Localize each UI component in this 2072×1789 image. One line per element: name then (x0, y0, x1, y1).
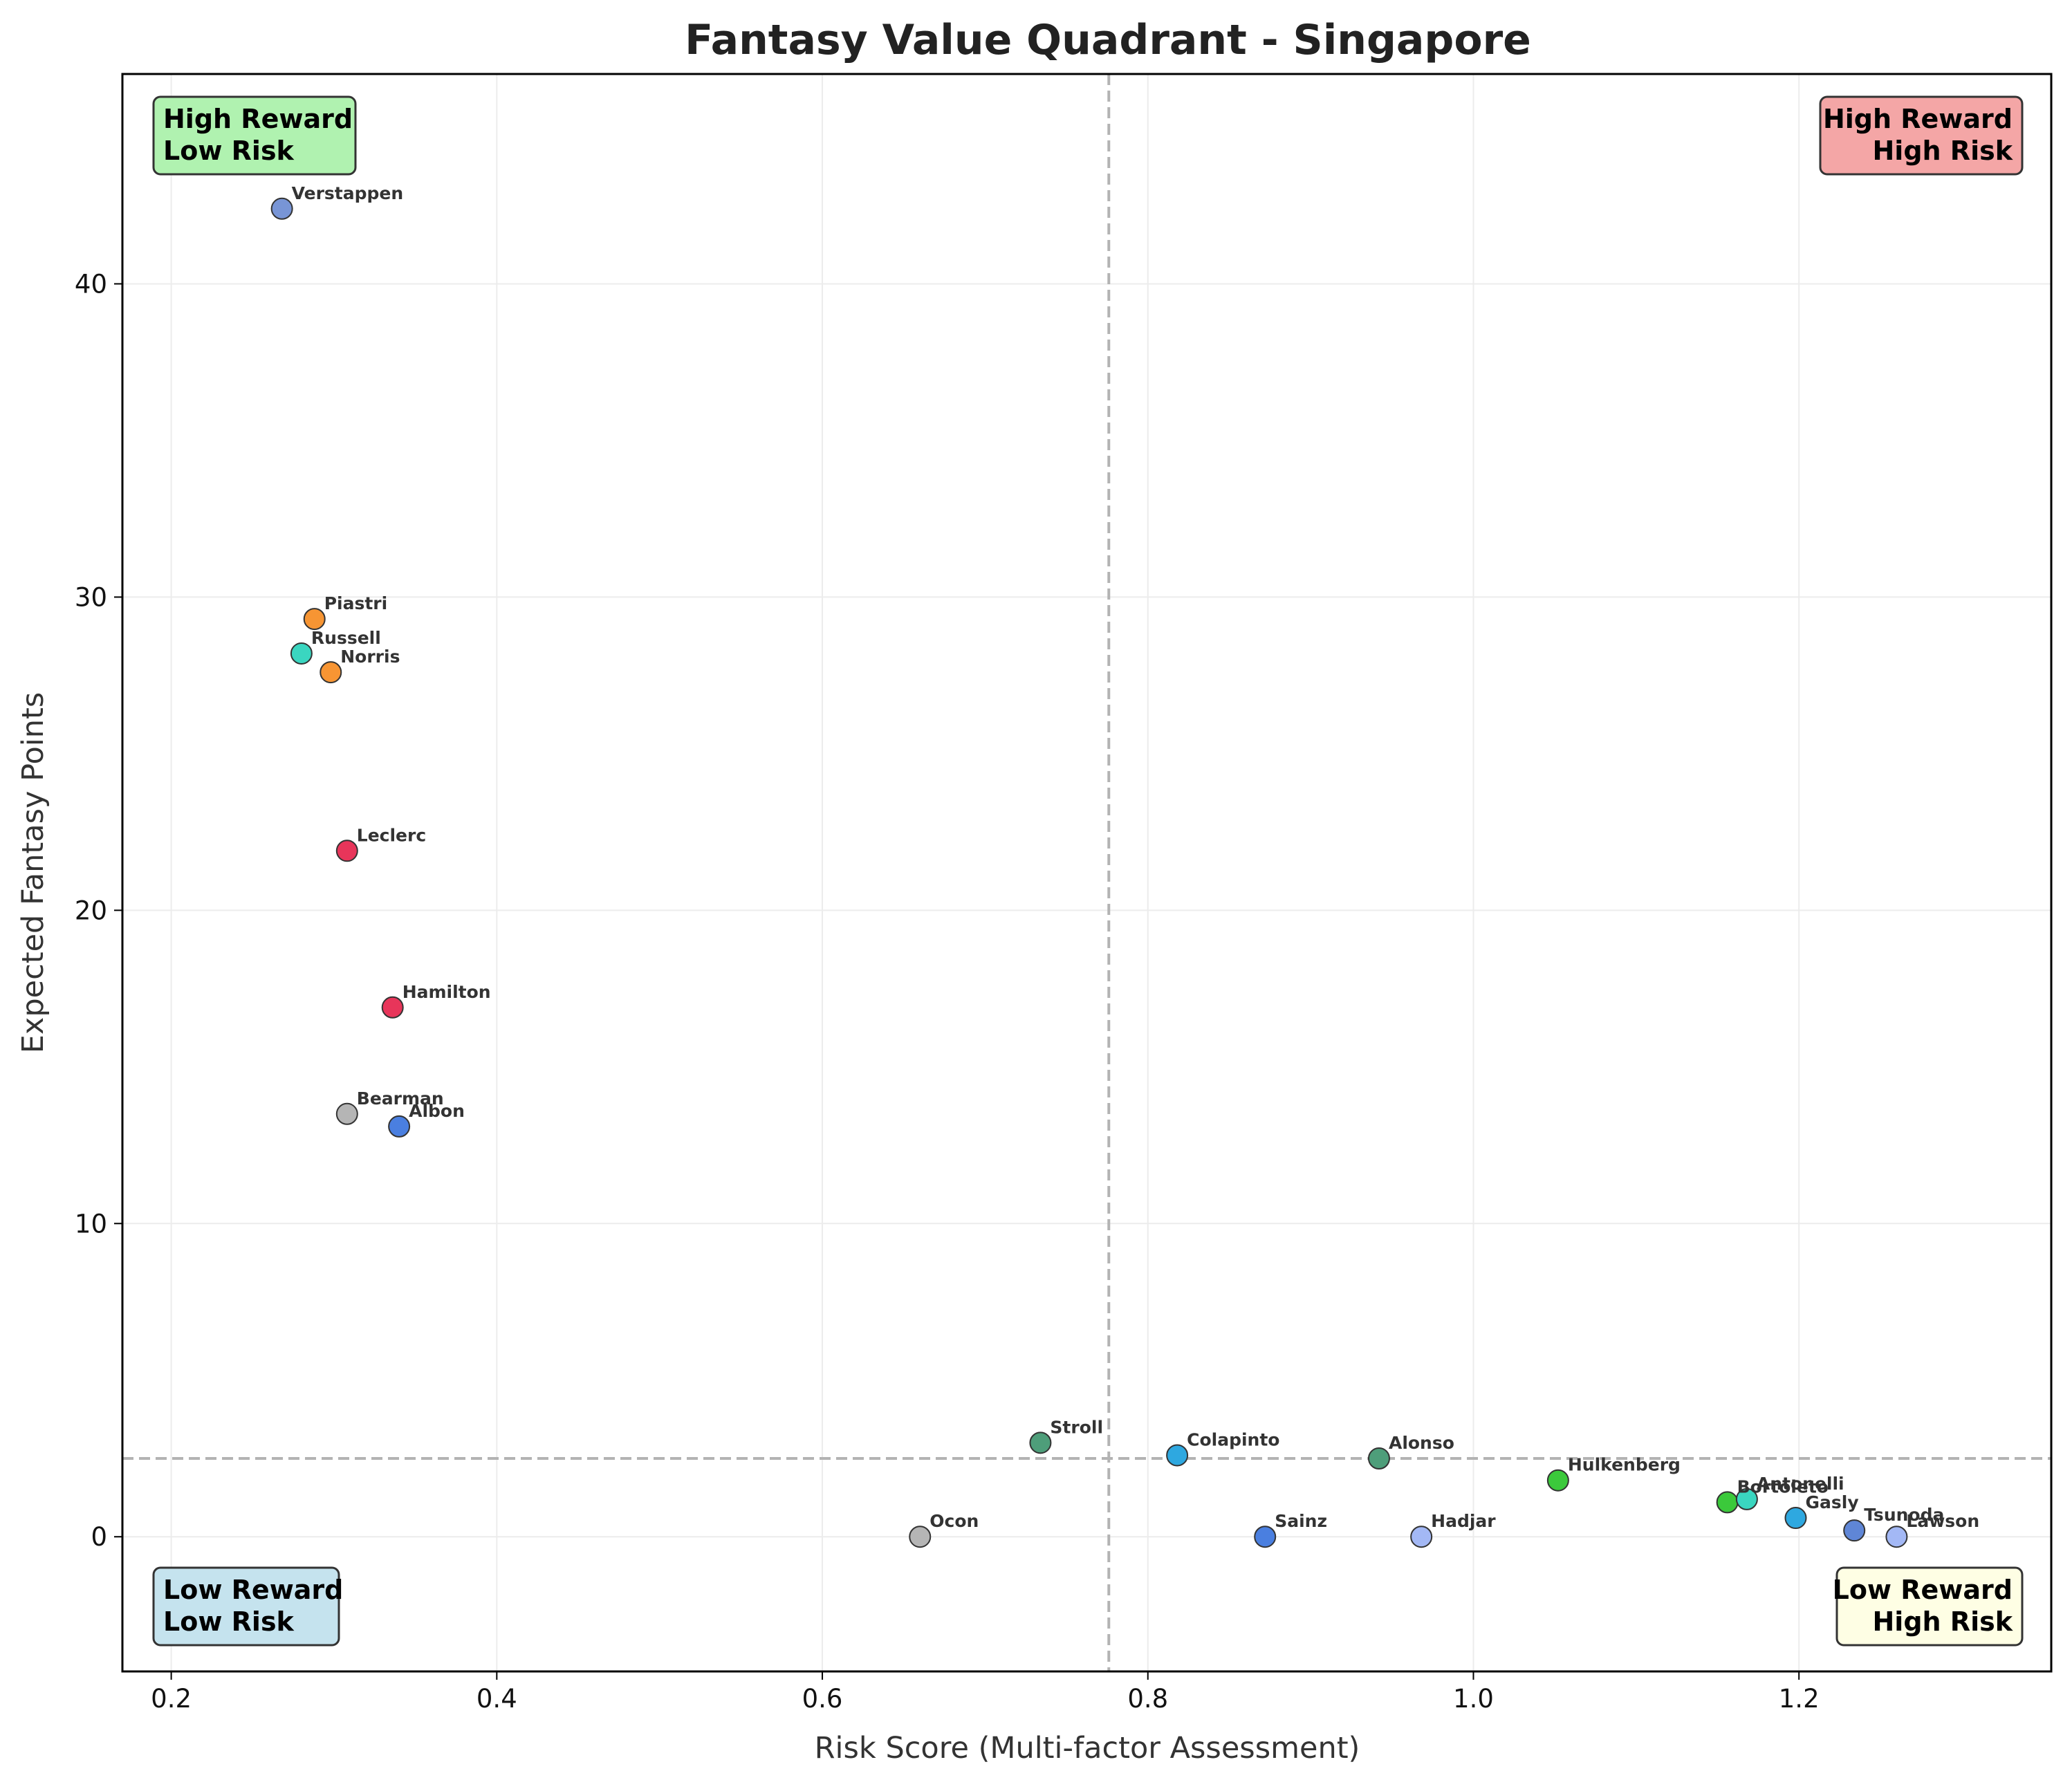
chart-title: Fantasy Value Quadrant - Singapore (685, 16, 1531, 64)
point-label: Hulkenberg (1568, 1455, 1681, 1475)
data-point (1735, 1487, 1758, 1510)
grid-lines (122, 74, 2051, 1671)
y-tick-label: 10 (75, 1209, 107, 1239)
quadrant-label-line1: Low Reward (163, 1575, 343, 1605)
point-label: Bortoleto (1737, 1476, 1829, 1496)
quadrant-box (1819, 95, 2024, 176)
point-label: Verstappen (292, 183, 404, 203)
data-point (290, 642, 313, 665)
data-point (1843, 1519, 1866, 1542)
point-label: Colapinto (1187, 1429, 1279, 1449)
quadrant-box (1835, 1566, 2024, 1647)
point-label: Antonelli (1757, 1474, 1844, 1494)
quadrant-label-line2: Low Risk (163, 136, 295, 166)
data-point (335, 1102, 358, 1125)
data-point (320, 661, 342, 684)
data-point (1784, 1507, 1807, 1530)
data-point (1367, 1447, 1390, 1470)
point-label: Stroll (1050, 1417, 1103, 1437)
data-point (909, 1526, 932, 1548)
data-point (1166, 1444, 1189, 1467)
y-tick-label: 20 (75, 896, 107, 925)
point-label: Alonso (1389, 1433, 1454, 1453)
x-tick-label: 0.2 (151, 1684, 192, 1714)
quadrant-label-line1: High Reward (163, 104, 353, 134)
x-axis-label: Risk Score (Multi-factor Assessment) (815, 1731, 1360, 1765)
quadrant-box (152, 95, 357, 176)
data-point (388, 1115, 411, 1138)
data-point (1716, 1491, 1739, 1514)
point-label: Bearman (357, 1088, 444, 1109)
point-label: Russell (311, 628, 381, 648)
data-point (335, 840, 358, 862)
reference-lines (122, 74, 2051, 1671)
x-tick-label: 1.2 (1779, 1684, 1820, 1714)
point-label: Lawson (1906, 1511, 1979, 1531)
quadrant-label-line2: Low Risk (163, 1606, 295, 1637)
x-tick-label: 0.8 (1127, 1684, 1168, 1714)
y-tick-label: 0 (91, 1522, 107, 1552)
y-tick-label: 40 (75, 269, 107, 299)
data-point (1546, 1469, 1569, 1492)
data-point (303, 608, 326, 631)
data-point (381, 996, 404, 1019)
point-label: Ocon (929, 1511, 979, 1531)
point-label: Piastri (324, 593, 388, 613)
point-label: Albon (409, 1101, 465, 1121)
quadrant-label-line1: High Reward (1823, 104, 2013, 134)
data-point (1410, 1526, 1433, 1548)
point-label: Gasly (1805, 1492, 1858, 1512)
data-point (1254, 1526, 1277, 1548)
y-axis-label: Expected Fantasy Points (16, 692, 50, 1054)
point-label: Tsunoda (1864, 1505, 1944, 1525)
quadrant-label-line1: Low Reward (1833, 1575, 2013, 1605)
data-point (1029, 1431, 1052, 1454)
plot-frame (121, 73, 2053, 1673)
point-label: Leclerc (357, 825, 426, 845)
y-tick-label: 30 (75, 582, 107, 612)
quadrant-label-line2: High Risk (1873, 136, 2013, 166)
point-label: Hadjar (1431, 1511, 1496, 1531)
point-label: Sainz (1275, 1511, 1327, 1531)
x-tick-label: 0.4 (477, 1684, 517, 1714)
quadrant-label-line2: High Risk (1873, 1606, 2013, 1637)
data-points (270, 197, 1908, 1548)
point-label: Norris (340, 647, 400, 667)
x-tick-label: 0.6 (802, 1684, 843, 1714)
point-label: Hamilton (403, 982, 491, 1002)
x-tick-label: 1.0 (1453, 1684, 1494, 1714)
data-point (1885, 1526, 1908, 1548)
data-point (270, 197, 293, 220)
quadrant-box (152, 1566, 340, 1647)
axis-ticks: 0.2 0.4 0.6 0.8 1.0 1.2 0 10 20 30 40 (75, 269, 1820, 1714)
